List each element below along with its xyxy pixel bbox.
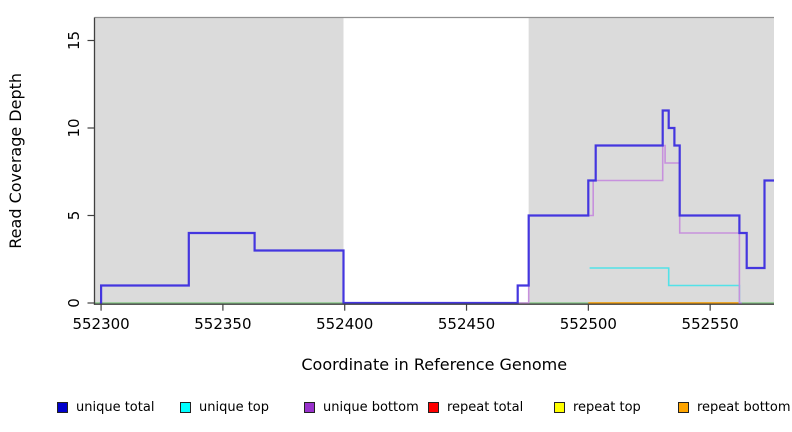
legend-swatch-repeat-total (428, 401, 439, 413)
legend-label: unique bottom (323, 399, 419, 415)
legend-label: unique total (76, 399, 155, 415)
x-tick-label: 552400 (316, 315, 373, 333)
y-tick-label: 5 (65, 211, 83, 221)
coverage-plot: 552300 552350 552400 552450 552500 552550 0 5 10… (6, 16, 774, 374)
x-tick-label: 552350 (194, 315, 251, 333)
y-tick-label: 0 (65, 298, 83, 308)
region-covered-right (528, 17, 774, 305)
x-tick-label: 552300 (72, 315, 129, 333)
x-axis-title: Coordinate in Reference Genome (301, 355, 567, 374)
series-line-unique-total (99, 109, 774, 305)
legend-label: repeat total (447, 399, 524, 415)
x-tick-label: 552450 (438, 315, 495, 333)
legend-swatch-unique-bottom (304, 401, 315, 413)
legend-item-unique-total: unique total (57, 399, 154, 415)
region-uncovered-gap (343, 17, 529, 305)
y-tick-label: 15 (65, 31, 83, 50)
legend-swatch-repeat-bottom (678, 401, 689, 413)
legend-swatch-unique-top (180, 401, 191, 413)
legend-label: unique top (199, 399, 270, 415)
legend-item-unique-top: unique top (180, 399, 269, 415)
legend-label: repeat top (573, 399, 641, 415)
legend-swatch-unique-total (57, 401, 68, 413)
x-tick-label: 552500 (560, 315, 617, 333)
legend-item-repeat-top: repeat top (554, 399, 641, 415)
y-axis-title: Read Coverage Depth (6, 73, 25, 249)
x-tick-label: 552550 (682, 315, 739, 333)
legend-item-repeat-bottom: repeat bottom (678, 399, 791, 415)
legend-item-unique-bottom: unique bottom (304, 399, 419, 415)
legend-label: repeat bottom (697, 399, 791, 415)
region-covered-left (94, 17, 344, 305)
chart-legend: unique total unique top unique bottom re… (0, 399, 792, 419)
legend-swatch-repeat-top (554, 401, 565, 413)
legend-item-repeat-total: repeat total (428, 399, 523, 415)
y-tick-label: 10 (65, 118, 83, 137)
